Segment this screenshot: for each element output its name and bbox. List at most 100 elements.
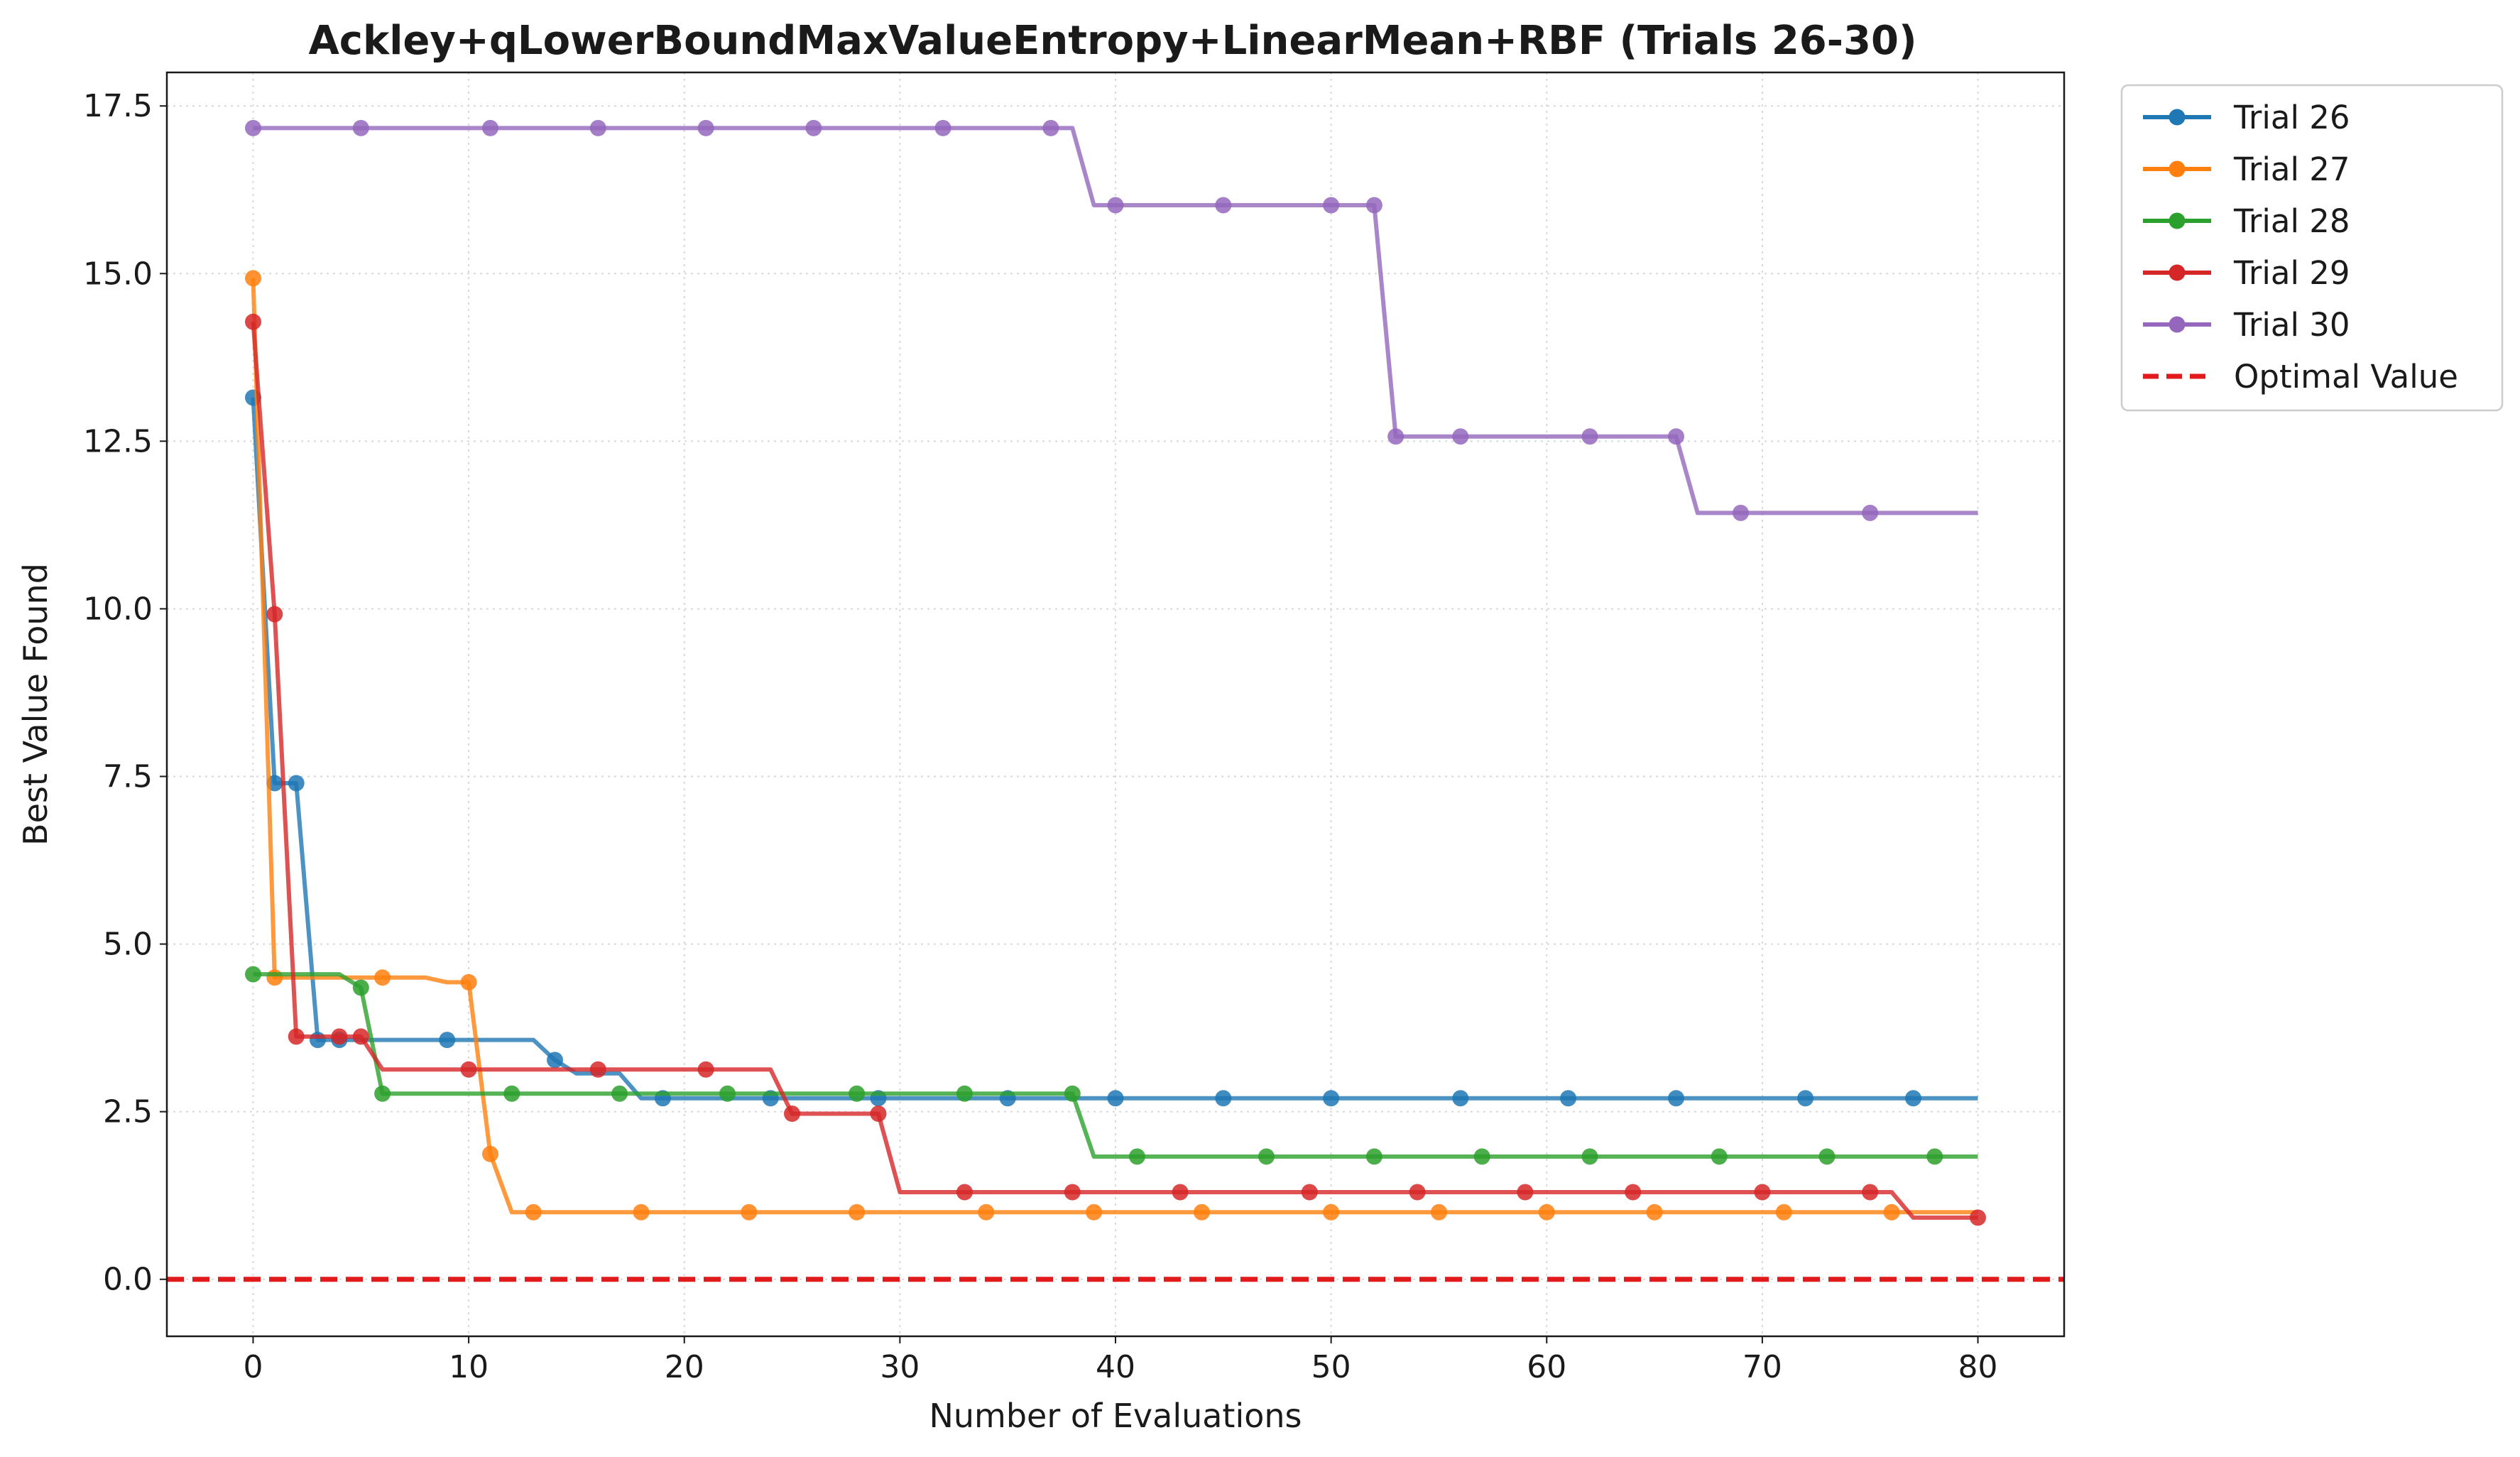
trial-30-point bbox=[352, 119, 369, 136]
trial-30-point bbox=[1323, 197, 1340, 214]
trial-27-point bbox=[1194, 1204, 1210, 1221]
trial-27-point bbox=[1431, 1204, 1447, 1221]
trial-28-point bbox=[1473, 1148, 1490, 1165]
trial-30-point bbox=[934, 119, 951, 136]
trial-30-line bbox=[253, 126, 1978, 515]
trial-27-point bbox=[374, 969, 391, 986]
trial-29-point bbox=[331, 1028, 348, 1045]
y-tick-label: 5.0 bbox=[103, 927, 153, 963]
trial-26-point bbox=[547, 1052, 563, 1069]
x-tick-label: 70 bbox=[1742, 1349, 1782, 1385]
trial-28-point bbox=[1128, 1148, 1145, 1165]
y-tick-label: 7.5 bbox=[103, 759, 153, 795]
trial-26-point bbox=[1215, 1090, 1232, 1107]
x-tick-label: 10 bbox=[449, 1349, 489, 1385]
legend-marker bbox=[2169, 264, 2186, 281]
trial-27-point bbox=[849, 1204, 866, 1221]
trial-27-point bbox=[525, 1204, 542, 1221]
legend-label: Trial 27 bbox=[2233, 151, 2350, 188]
trial-28-point bbox=[352, 979, 369, 996]
trial-27-point bbox=[266, 969, 283, 986]
legend-label: Trial 29 bbox=[2233, 254, 2350, 292]
trial-30-point bbox=[1581, 428, 1598, 445]
trial-29-point bbox=[245, 313, 261, 330]
trial-26-point bbox=[310, 1032, 326, 1049]
trial-27-point bbox=[633, 1204, 650, 1221]
trial-28-point bbox=[849, 1085, 866, 1102]
trial-29-point bbox=[1409, 1184, 1426, 1201]
trial-29-series bbox=[245, 313, 1986, 1226]
trial-28-point bbox=[719, 1085, 736, 1102]
trial-28-point bbox=[374, 1085, 391, 1102]
trial-28-point bbox=[1818, 1148, 1836, 1165]
trial-29-point bbox=[870, 1106, 887, 1122]
x-axis-ticks: 0 10 20 30 40 50 60 70 80 bbox=[243, 1336, 1998, 1385]
trial-27-point bbox=[1538, 1204, 1555, 1221]
trial-28-point bbox=[503, 1085, 520, 1102]
y-tick-label: 12.5 bbox=[83, 423, 153, 459]
legend-item-trial-26: Trial 26 bbox=[2143, 99, 2350, 136]
legend-marker bbox=[2169, 109, 2186, 126]
trial-26-point bbox=[1560, 1090, 1577, 1107]
trial-27-point bbox=[482, 1145, 498, 1162]
trial-27-point bbox=[460, 973, 477, 991]
legend-frame bbox=[2120, 84, 2504, 412]
legend-label: Trial 26 bbox=[2233, 99, 2350, 136]
trial-28-point bbox=[1064, 1085, 1081, 1102]
trial-30-point bbox=[1452, 428, 1469, 445]
legend-marker bbox=[2169, 316, 2186, 333]
trial-30-point bbox=[589, 119, 606, 136]
trial-26-series bbox=[245, 389, 1978, 1107]
trial-30-point bbox=[1215, 197, 1232, 214]
trial-27-point bbox=[1646, 1204, 1663, 1221]
trial-26-point bbox=[1668, 1090, 1684, 1107]
trial-26-point bbox=[288, 775, 305, 792]
legend-item-trial-27: Trial 27 bbox=[2143, 151, 2350, 188]
legend-label: Optimal Value bbox=[2234, 358, 2458, 395]
legend-item-trial-30: Trial 30 bbox=[2143, 306, 2350, 344]
legend: Trial 26 Trial 27 Trial 28 Trial 29 Trial 30… bbox=[2120, 84, 2504, 412]
trial-27-point bbox=[245, 270, 261, 287]
y-tick-label: 15.0 bbox=[83, 256, 153, 292]
trial-28-point bbox=[1926, 1148, 1943, 1165]
legend-item-trial-28: Trial 28 bbox=[2143, 202, 2350, 240]
trial-26-point bbox=[1797, 1090, 1814, 1107]
trial-30-point bbox=[1862, 504, 1879, 521]
legend-marker bbox=[2169, 212, 2186, 229]
grid bbox=[167, 72, 2064, 1336]
trial-29-point bbox=[352, 1028, 369, 1045]
y-tick-label: 10.0 bbox=[83, 591, 153, 627]
y-axis-ticks: 0.0 2.5 5.0 7.5 10.0 12.5 15.0 17.5 bbox=[83, 88, 167, 1298]
x-tick-label: 80 bbox=[1958, 1349, 1998, 1385]
chart-title: Ackley+qLowerBoundMaxValueEntropy+Linear… bbox=[308, 18, 1916, 64]
x-tick-label: 60 bbox=[1527, 1349, 1566, 1385]
trial-29-point bbox=[1862, 1184, 1879, 1201]
trial-28-line bbox=[253, 972, 1978, 1159]
trial-29-point bbox=[784, 1106, 800, 1122]
y-tick-label: 0.0 bbox=[103, 1262, 153, 1298]
trial-29-line bbox=[251, 322, 1978, 1220]
trial-29-point bbox=[956, 1184, 973, 1201]
trial-28-point bbox=[1258, 1148, 1275, 1165]
trial-30-point bbox=[1107, 197, 1124, 214]
trial-28-point bbox=[1711, 1148, 1728, 1165]
trial-29-point bbox=[1064, 1184, 1081, 1201]
trial-29-point bbox=[1172, 1184, 1189, 1201]
trial-27-point bbox=[1323, 1204, 1340, 1221]
trial-27-point bbox=[1883, 1204, 1900, 1221]
x-tick-label: 20 bbox=[665, 1349, 704, 1385]
trial-28-point bbox=[956, 1085, 973, 1102]
legend-item-optimal-value: Optimal Value bbox=[2143, 358, 2458, 395]
trial-30-point bbox=[1668, 428, 1684, 445]
trial-30-point bbox=[245, 119, 261, 136]
trial-26-point bbox=[1905, 1090, 1921, 1107]
x-tick-label: 0 bbox=[243, 1349, 263, 1385]
legend-marker bbox=[2169, 160, 2186, 178]
trial-30-point bbox=[805, 119, 822, 136]
trial-30-point bbox=[697, 119, 714, 136]
trial-30-point bbox=[482, 119, 498, 136]
trial-26-point bbox=[1107, 1090, 1124, 1107]
trial-28-series bbox=[245, 966, 1978, 1165]
trial-30-point bbox=[1042, 119, 1059, 136]
